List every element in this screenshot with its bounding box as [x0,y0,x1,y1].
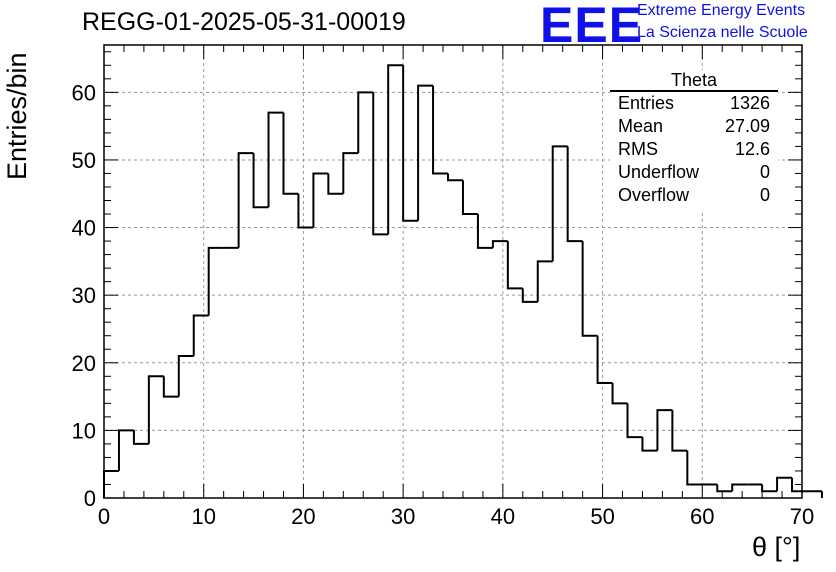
histogram-bin [536,260,553,302]
histogram-bin [327,173,344,195]
stats-value: 0 [759,185,770,205]
stats-row: Overflow 0 [610,184,778,207]
y-tick-label: 60 [72,80,96,105]
y-tick-label: 40 [72,216,96,241]
stats-row: Underflow 0 [610,161,778,184]
x-tick-label: 60 [690,504,714,529]
x-tick-label: 50 [590,504,614,529]
histogram-bin [566,146,583,243]
histogram-bin [237,152,254,248]
histogram-bin [417,84,434,221]
histogram-bin [761,484,778,493]
histogram-bin [476,214,493,249]
chart-title: REGG-01-2025-05-31-00019 [82,8,406,36]
histogram-bin [776,476,793,492]
stats-value: 27.09 [724,116,770,136]
stats-label: Entries [618,93,675,113]
x-axis-label: θ [°] [752,532,801,562]
logo-line-1: Extreme Energy Events [637,2,806,19]
eee-logo: EEE [540,0,644,53]
histogram-bin [357,91,374,154]
histogram-bin [641,437,658,452]
stats-label: Overflow [618,185,690,205]
histogram-bin [297,193,314,229]
x-tick-label: 0 [98,504,110,529]
stats-value: 12.6 [734,139,770,159]
stats-box-bg [610,70,778,210]
x-tick-label: 70 [790,504,814,529]
histogram-bin [252,153,269,209]
logo-line-2: La Scienza nelle Scuole [637,24,808,41]
histogram-bin [342,152,359,194]
y-tick-label: 20 [72,351,96,376]
histogram-bin [626,403,643,439]
stats-value: 1326 [729,93,770,113]
histogram-bin [432,85,449,175]
stats-value: 0 [759,162,770,182]
histogram-bin [387,64,404,235]
histogram-bin [551,145,568,262]
histogram-bin [671,410,688,452]
histogram-bin [312,172,329,228]
histogram-bin [207,246,224,316]
histogram-bin [132,430,149,445]
histogram-bin [177,355,194,397]
histogram-bin [447,173,463,182]
histogram-bin [461,180,478,216]
x-tick-label: 20 [291,504,315,529]
y-tick-label: 0 [84,486,96,511]
y-tick-label: 10 [72,418,96,443]
stats-box: Theta Entries 1326 Mean 27.09 RMS 12.6 Unde… [610,70,778,207]
stats-row: Entries 1326 [610,92,778,115]
histogram-bin [581,241,598,337]
stats-label: Underflow [618,162,700,182]
stats-row: RMS 12.6 [610,138,778,161]
histogram-bin [192,314,209,357]
histogram-bin [596,335,613,385]
histogram-bin [117,429,134,471]
histogram-bin [716,484,733,493]
histogram-bin [731,483,748,492]
histogram-bin [267,111,284,208]
x-tick-label: 30 [391,504,415,529]
histogram-bin [372,92,389,236]
x-tick-label: 40 [491,504,515,529]
histogram-bin [506,241,523,290]
stats-label: Mean [618,116,664,136]
histogram-bin [611,383,628,405]
stats-title: Theta [610,70,778,92]
histogram-bin [402,65,419,222]
histogram-bin [521,288,538,303]
histogram-bin [491,240,508,248]
histogram-bin [147,375,164,444]
plot-frame [103,44,803,499]
histogram-bin [162,376,179,398]
histogram-bin [282,112,299,195]
y-tick-label: 50 [72,148,96,173]
histogram-bin [656,409,673,451]
y-axis-label: Entries/bin [2,52,32,180]
stats-row: Mean 27.09 [610,115,778,138]
stats-label: RMS [618,139,658,159]
y-tick-label: 30 [72,283,96,308]
histogram-bin [686,450,703,486]
x-tick-label: 10 [191,504,215,529]
